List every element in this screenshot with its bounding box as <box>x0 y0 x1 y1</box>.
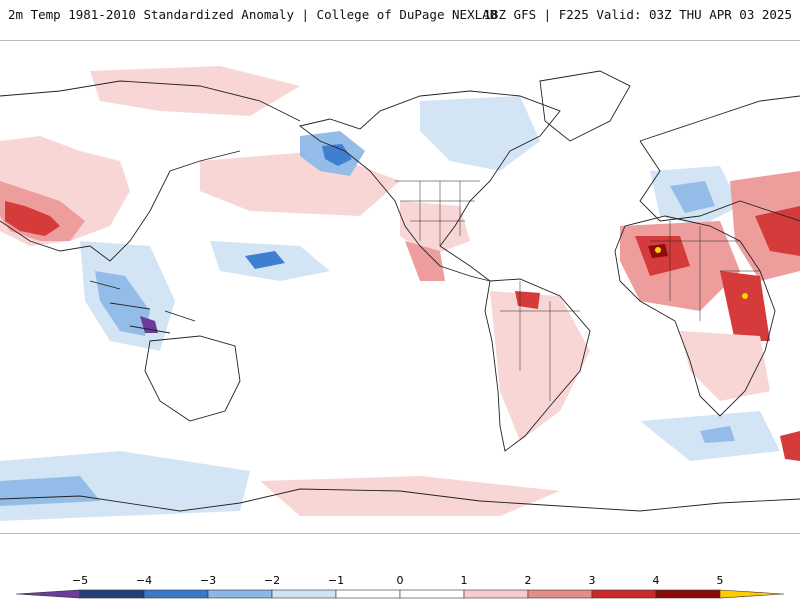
map-title: 2m Temp 1981-2010 Standardized Anomaly |… <box>8 7 498 22</box>
colorbar-tick-label: 3 <box>589 574 596 587</box>
europe-cool-mid <box>670 181 715 213</box>
coastlines <box>0 70 800 512</box>
colorbar-segment <box>591 589 657 599</box>
n-america-coast <box>298 90 561 282</box>
colorbar-segment <box>655 589 721 599</box>
pacific-warm-1 <box>200 151 400 216</box>
safrica-warm <box>680 331 770 401</box>
colorbar-tick-label: −3 <box>200 574 216 587</box>
venezuela-warm <box>515 291 540 309</box>
political-borders <box>395 180 760 401</box>
map-panel <box>0 40 800 534</box>
colorbar-segment <box>463 589 529 599</box>
sahara-max <box>655 247 661 253</box>
colorbar-tick-label: −4 <box>136 574 152 587</box>
indonesia-coast <box>89 280 196 334</box>
anomaly-map <box>0 66 800 521</box>
colorbar-segment <box>527 589 593 599</box>
colorbar-tick-label: 2 <box>525 574 532 587</box>
southern-cool-1 <box>0 451 250 521</box>
alaska-cool-core <box>322 144 352 166</box>
colorbar-segment <box>207 589 273 599</box>
southern-warm-edge <box>780 431 800 461</box>
anomaly-shading <box>0 66 800 521</box>
colorbar-segment <box>335 589 401 599</box>
mideast-warm-strong <box>755 206 800 256</box>
colorbar-segment <box>399 589 465 599</box>
southern-cool-4 <box>700 426 735 443</box>
colorbar-tick-label: 4 <box>653 574 660 587</box>
greenland-coast <box>539 70 631 142</box>
samerica-warm <box>490 291 590 441</box>
colorbar-tick-label: 5 <box>717 574 724 587</box>
asia-warm-strong <box>5 201 60 236</box>
colorbar-segment <box>79 589 145 599</box>
colorbar-tick-label: −1 <box>328 574 344 587</box>
mexico-warm <box>405 241 445 281</box>
colorbar-tick-label: 0 <box>397 574 404 587</box>
eurasia-coast <box>0 80 800 262</box>
australia-coast <box>144 335 241 422</box>
colorbar-legend: −5 −4 −3 −2 −1 0 1 2 3 4 5 <box>0 560 800 600</box>
colorbar-segment <box>15 589 81 599</box>
canada-cool <box>420 96 540 171</box>
colorbar-segment <box>719 589 785 599</box>
run-info: 18Z GFS | F225 Valid: 03Z THU APR 03 202… <box>483 7 792 22</box>
antarctica-coast <box>0 488 800 512</box>
eastafrica-warm <box>720 271 770 341</box>
colorbar-segment <box>271 589 337 599</box>
eastafrica-max <box>742 293 748 299</box>
colorbar-tick-label: −5 <box>72 574 88 587</box>
colorbar-tick-label: −2 <box>264 574 280 587</box>
colorbar: −5 −4 −3 −2 −1 0 1 2 3 4 5 <box>15 574 785 599</box>
arctic-warm <box>90 66 300 116</box>
colorbar-segment <box>143 589 209 599</box>
colorbar-tick-label: 1 <box>461 574 468 587</box>
indonesia-cool-mid <box>95 271 150 336</box>
antarctica-warm <box>260 476 560 516</box>
africa-coast <box>614 215 776 417</box>
s-america-coast <box>484 278 591 452</box>
header: 2m Temp 1981-2010 Standardized Anomaly |… <box>0 0 800 28</box>
pacific-cool-streak <box>245 251 285 269</box>
